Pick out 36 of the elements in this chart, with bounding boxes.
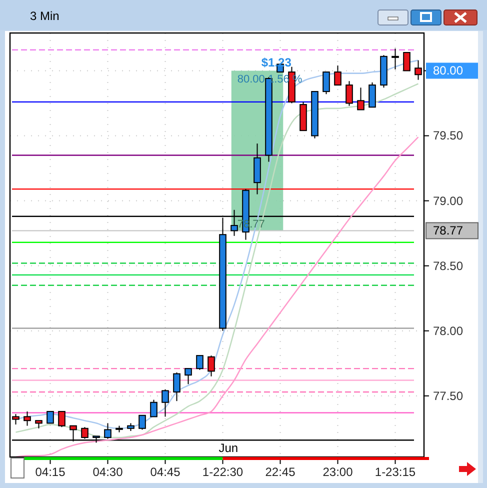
candlestick bbox=[196, 355, 204, 370]
candlestick bbox=[46, 410, 54, 424]
candlestick bbox=[346, 80, 353, 106]
candlestick bbox=[184, 368, 192, 385]
candlestick bbox=[162, 388, 169, 418]
y-tick-label: 78.00 bbox=[433, 324, 464, 338]
candlestick bbox=[24, 410, 31, 426]
annotation: Jun bbox=[218, 441, 238, 455]
candlestick bbox=[208, 355, 215, 377]
x-tick-label: 1-22:30 bbox=[202, 465, 244, 479]
candlestick bbox=[322, 72, 330, 95]
y-tick-label: 77.50 bbox=[433, 388, 464, 403]
x-tick-label: 04:15 bbox=[35, 465, 66, 479]
annotation: $1.23 bbox=[261, 56, 292, 70]
y-tick-label: 79.00 bbox=[433, 194, 464, 208]
candlestick bbox=[414, 60, 422, 80]
y-tick-label: 79.50 bbox=[433, 128, 464, 143]
candlestick bbox=[368, 82, 376, 108]
x-tick-label: 22:45 bbox=[265, 465, 296, 479]
candlestick bbox=[58, 410, 66, 428]
x-tick-label: 04:30 bbox=[92, 465, 124, 479]
candlestick bbox=[12, 414, 20, 425]
candlestick bbox=[403, 52, 410, 72]
x-tick-label: 04:45 bbox=[150, 465, 181, 479]
chart-title: 3 Min bbox=[30, 9, 60, 23]
y-tick-label: 78.50 bbox=[433, 258, 464, 273]
candlestick bbox=[334, 65, 342, 86]
x-tick-label: 23:00 bbox=[322, 465, 354, 479]
x-tick-label: 1-23:15 bbox=[374, 465, 416, 479]
candlestick bbox=[150, 399, 158, 418]
ref-line-label: 78.77 bbox=[433, 224, 464, 238]
candlestick bbox=[173, 372, 180, 402]
candlestick bbox=[138, 414, 146, 430]
candlestick bbox=[392, 48, 399, 70]
candlestick bbox=[357, 87, 364, 110]
y-tick-label: 80.00 bbox=[433, 64, 464, 78]
